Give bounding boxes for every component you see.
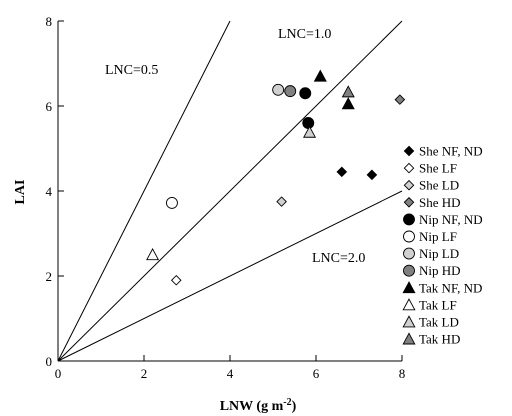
reference-line bbox=[57, 20, 231, 362]
line-label: LNC=0.5 bbox=[105, 63, 158, 78]
data-point bbox=[302, 117, 315, 129]
data-point bbox=[313, 69, 327, 82]
data-point bbox=[366, 169, 378, 181]
y-tick-label: 0 bbox=[46, 354, 53, 369]
axis-ticks: 0 2 4 6 8 0 2 4 6 8 bbox=[46, 14, 406, 381]
legend-entry: Nip LF bbox=[419, 229, 457, 244]
legend-entry: Tak HD bbox=[419, 332, 460, 347]
x-axis-title: LNW (g m-2) bbox=[220, 397, 297, 414]
legend-entry: She LF bbox=[419, 161, 457, 176]
line-label: LNC=1.0 bbox=[278, 27, 331, 42]
data-point bbox=[284, 85, 297, 98]
reference-lines bbox=[57, 20, 403, 362]
x-tick-label: 8 bbox=[399, 366, 406, 381]
y-tick-label: 6 bbox=[46, 99, 53, 114]
x-tick-label: 6 bbox=[313, 366, 320, 381]
legend-marker bbox=[403, 179, 415, 191]
x-tick-label: 4 bbox=[227, 366, 234, 381]
legend-entry: Nip HD bbox=[419, 263, 461, 278]
legend-entry: Tak LD bbox=[419, 315, 459, 330]
data-point bbox=[146, 248, 160, 261]
data-point bbox=[341, 97, 355, 110]
line-label: LNC=2.0 bbox=[312, 251, 365, 266]
data-points bbox=[146, 69, 406, 286]
y-axis-title: LAI bbox=[13, 180, 28, 205]
x-tick-label: 2 bbox=[141, 366, 148, 381]
legend-entry: Tak LF bbox=[419, 297, 457, 312]
legend-marker bbox=[402, 298, 416, 311]
legend: She NF, ND She LF She LD She HD Nip NF, ND Ni… bbox=[402, 144, 483, 347]
data-point bbox=[170, 274, 182, 286]
data-point bbox=[394, 94, 406, 105]
x-tick-label: 0 bbox=[55, 366, 62, 381]
legend-entry: Nip LD bbox=[419, 246, 459, 261]
reference-line bbox=[57, 190, 403, 362]
legend-entry: Tak NF, ND bbox=[419, 280, 482, 295]
reference-line bbox=[57, 20, 403, 362]
data-point bbox=[299, 87, 312, 100]
data-point bbox=[341, 85, 355, 98]
data-point bbox=[272, 83, 285, 96]
data-point bbox=[165, 196, 178, 209]
legend-marker bbox=[402, 315, 416, 328]
data-point bbox=[336, 166, 348, 178]
legend-marker bbox=[403, 213, 415, 226]
y-tick-label: 8 bbox=[46, 14, 53, 29]
legend-entry: Nip NF, ND bbox=[419, 212, 483, 227]
legend-entry: She LD bbox=[419, 178, 459, 193]
legend-entry: She HD bbox=[419, 195, 461, 210]
legend-marker bbox=[403, 145, 415, 157]
legend-marker bbox=[403, 230, 415, 243]
line-annotations: LNC=0.5 LNC=1.0 LNC=2.0 bbox=[105, 27, 365, 266]
legend-marker bbox=[403, 162, 415, 174]
y-tick-label: 2 bbox=[46, 269, 53, 284]
legend-entry: She NF, ND bbox=[419, 144, 483, 159]
legend-marker bbox=[402, 332, 416, 345]
data-point bbox=[303, 125, 317, 138]
legend-marker bbox=[402, 281, 416, 294]
data-point bbox=[276, 196, 287, 207]
y-tick-label: 4 bbox=[46, 184, 53, 199]
legend-marker bbox=[403, 264, 415, 277]
legend-marker bbox=[403, 196, 415, 208]
legend-marker bbox=[403, 247, 415, 260]
